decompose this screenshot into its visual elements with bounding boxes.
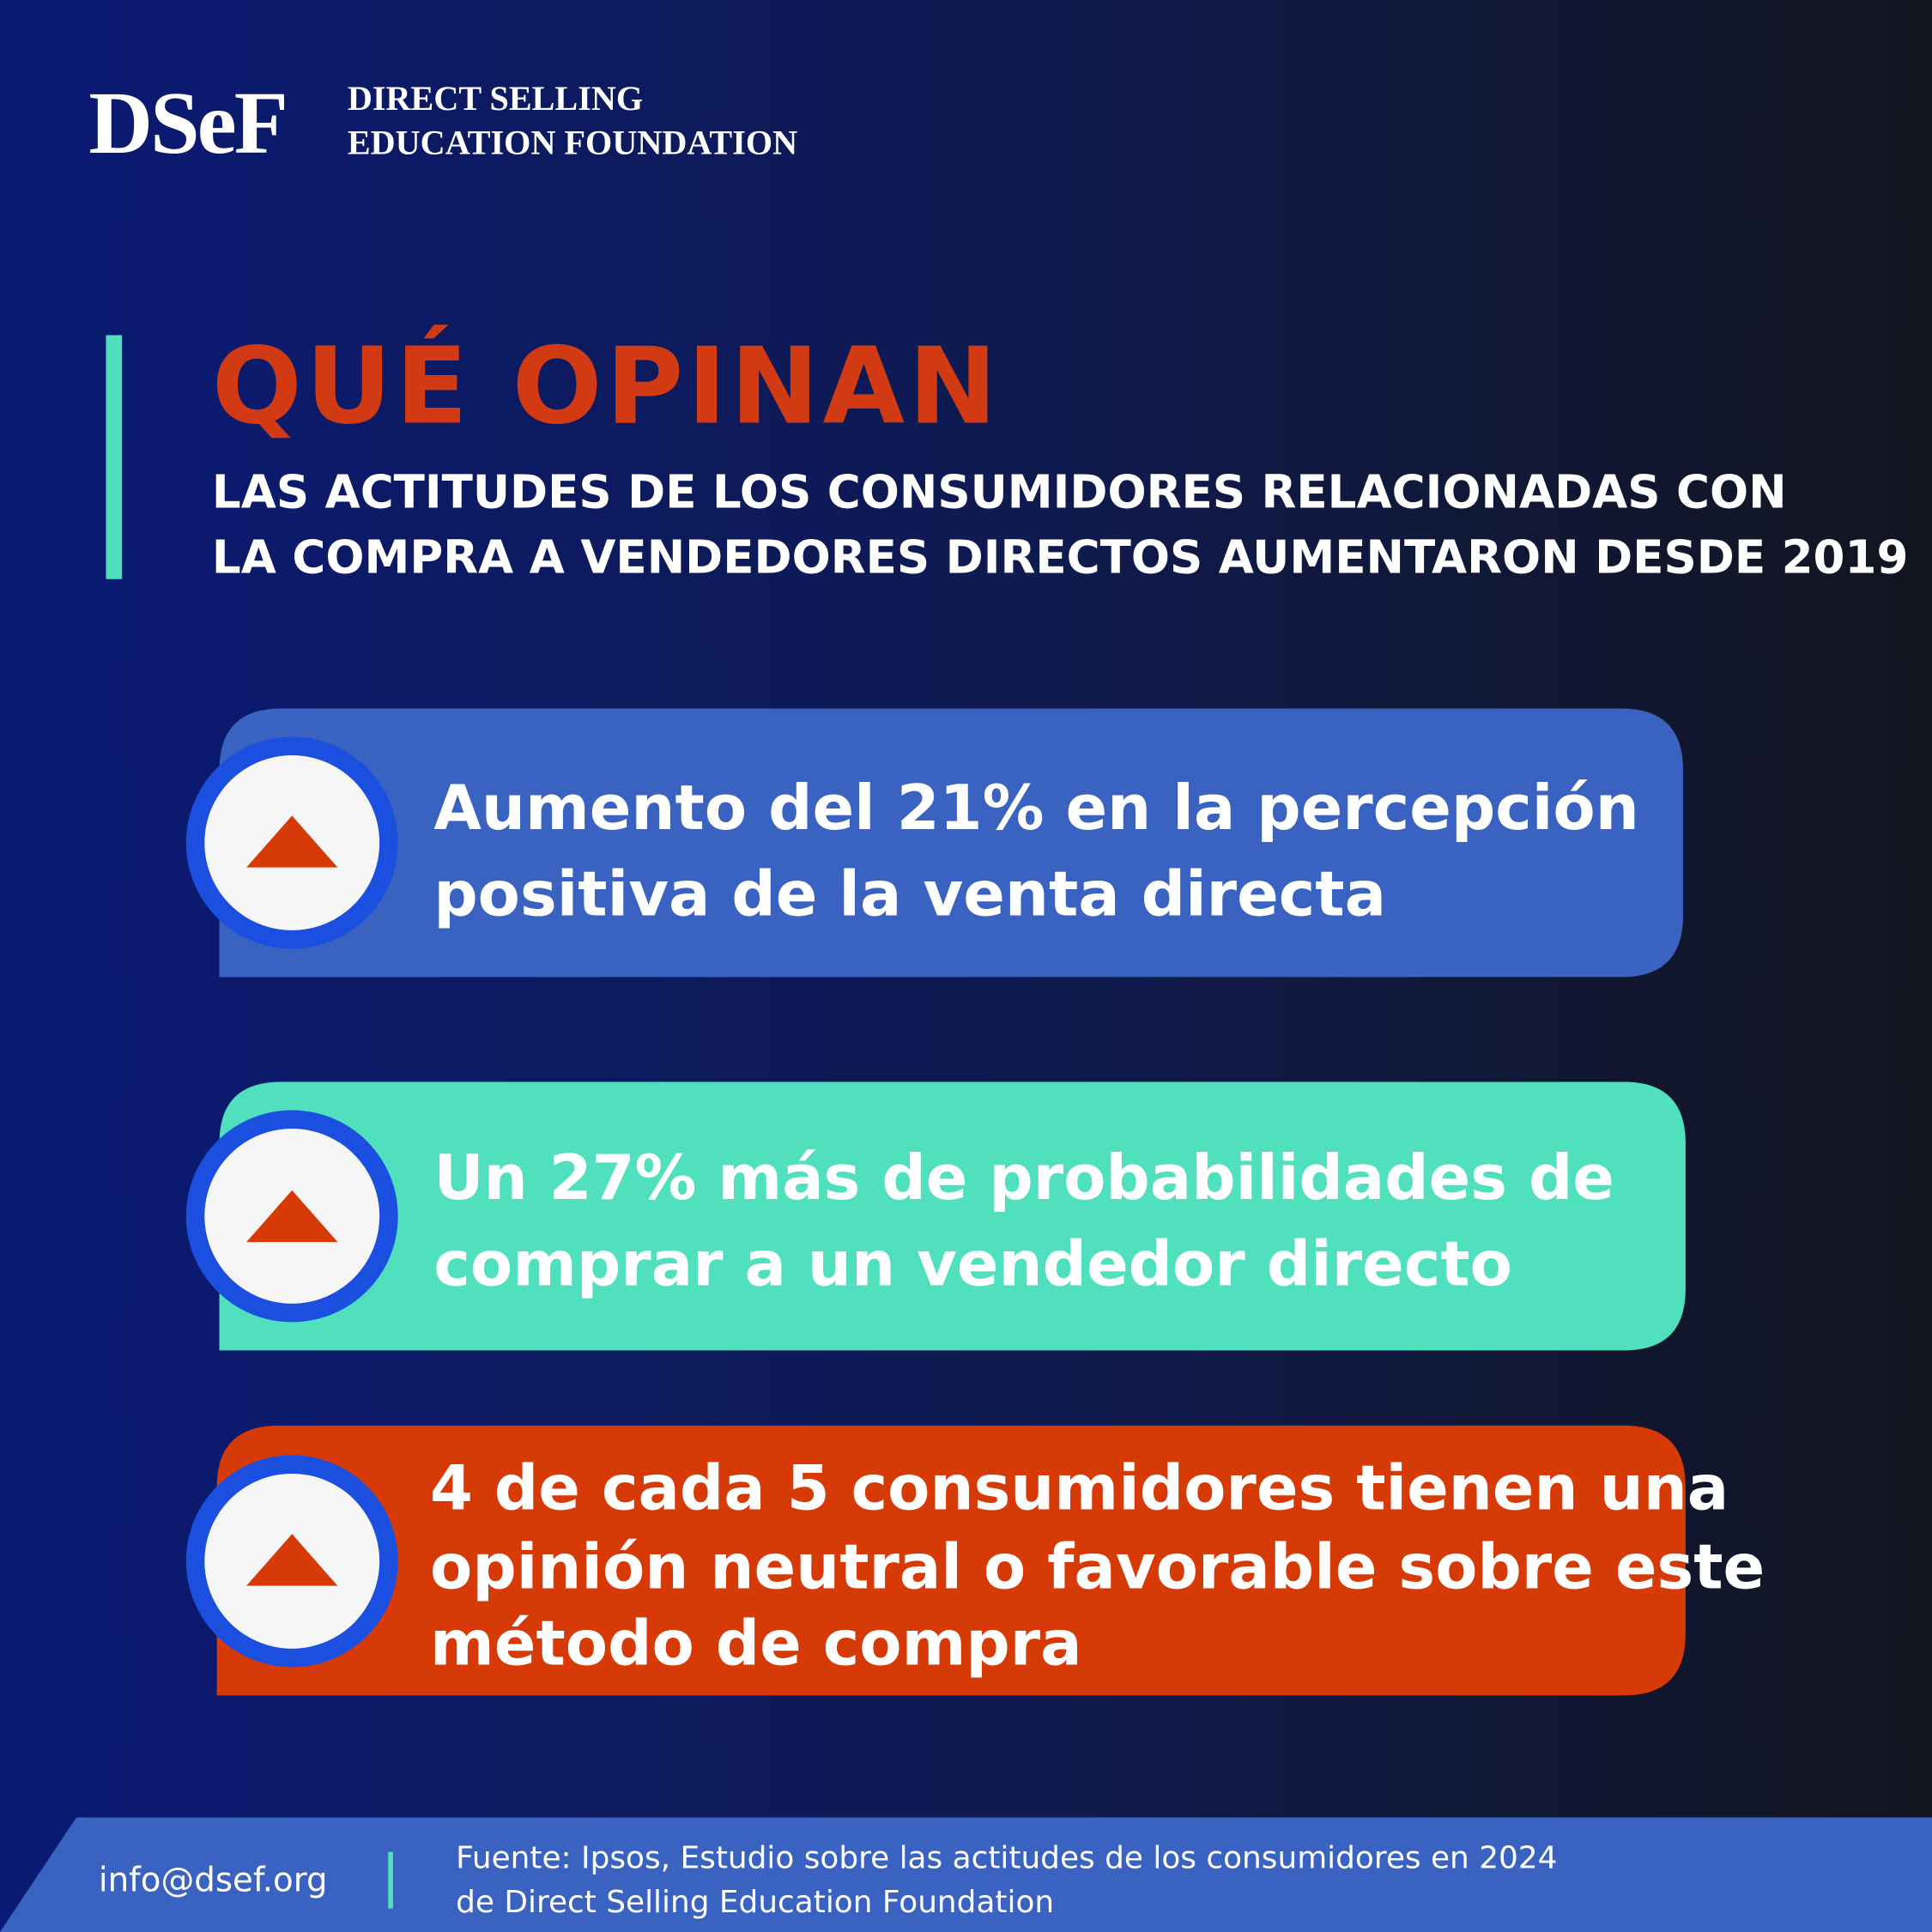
org-name: DIRECT SELLING xyxy=(348,79,643,118)
up-arrow xyxy=(246,1190,338,1243)
up-arrow xyxy=(246,815,338,868)
up-arrow xyxy=(246,1534,338,1586)
card-text: método de compra xyxy=(430,1607,1082,1679)
footer-band xyxy=(0,1817,1932,1932)
card xyxy=(219,1081,1686,1351)
card-text: positiva de la venta directa xyxy=(433,858,1386,930)
card-text: Un 27% más de probabilidades de xyxy=(433,1142,1614,1214)
card-text: opinión neutral o favorable sobre este xyxy=(430,1530,1765,1602)
logo: DSeF xyxy=(88,75,286,173)
source: Fuente: Ipsos, Estudio sobre las actitud… xyxy=(456,1840,1557,1875)
accent-bar xyxy=(106,335,123,579)
separator xyxy=(388,1851,393,1909)
subtitle: LAS ACTITUDES DE LOS CONSUMIDORES RELACI… xyxy=(212,465,1787,518)
card-text: comprar a un vendedor directo xyxy=(433,1227,1512,1299)
email: info@dsef.org xyxy=(99,1862,328,1900)
org-name: EDUCATION FOUNDATION xyxy=(348,123,797,161)
card xyxy=(216,1425,1686,1696)
card xyxy=(219,708,1684,978)
source: de Direct Selling Education Foundation xyxy=(456,1885,1054,1920)
subtitle: LA COMPRA A VENDEDORES DIRECTOS AUMENTAR… xyxy=(212,531,1909,584)
card-text: Aumento del 21% en la percepción xyxy=(433,772,1638,844)
title: QUÉ OPINAN xyxy=(212,324,1001,448)
card-text: 4 de cada 5 consumidores tienen una xyxy=(430,1452,1729,1524)
